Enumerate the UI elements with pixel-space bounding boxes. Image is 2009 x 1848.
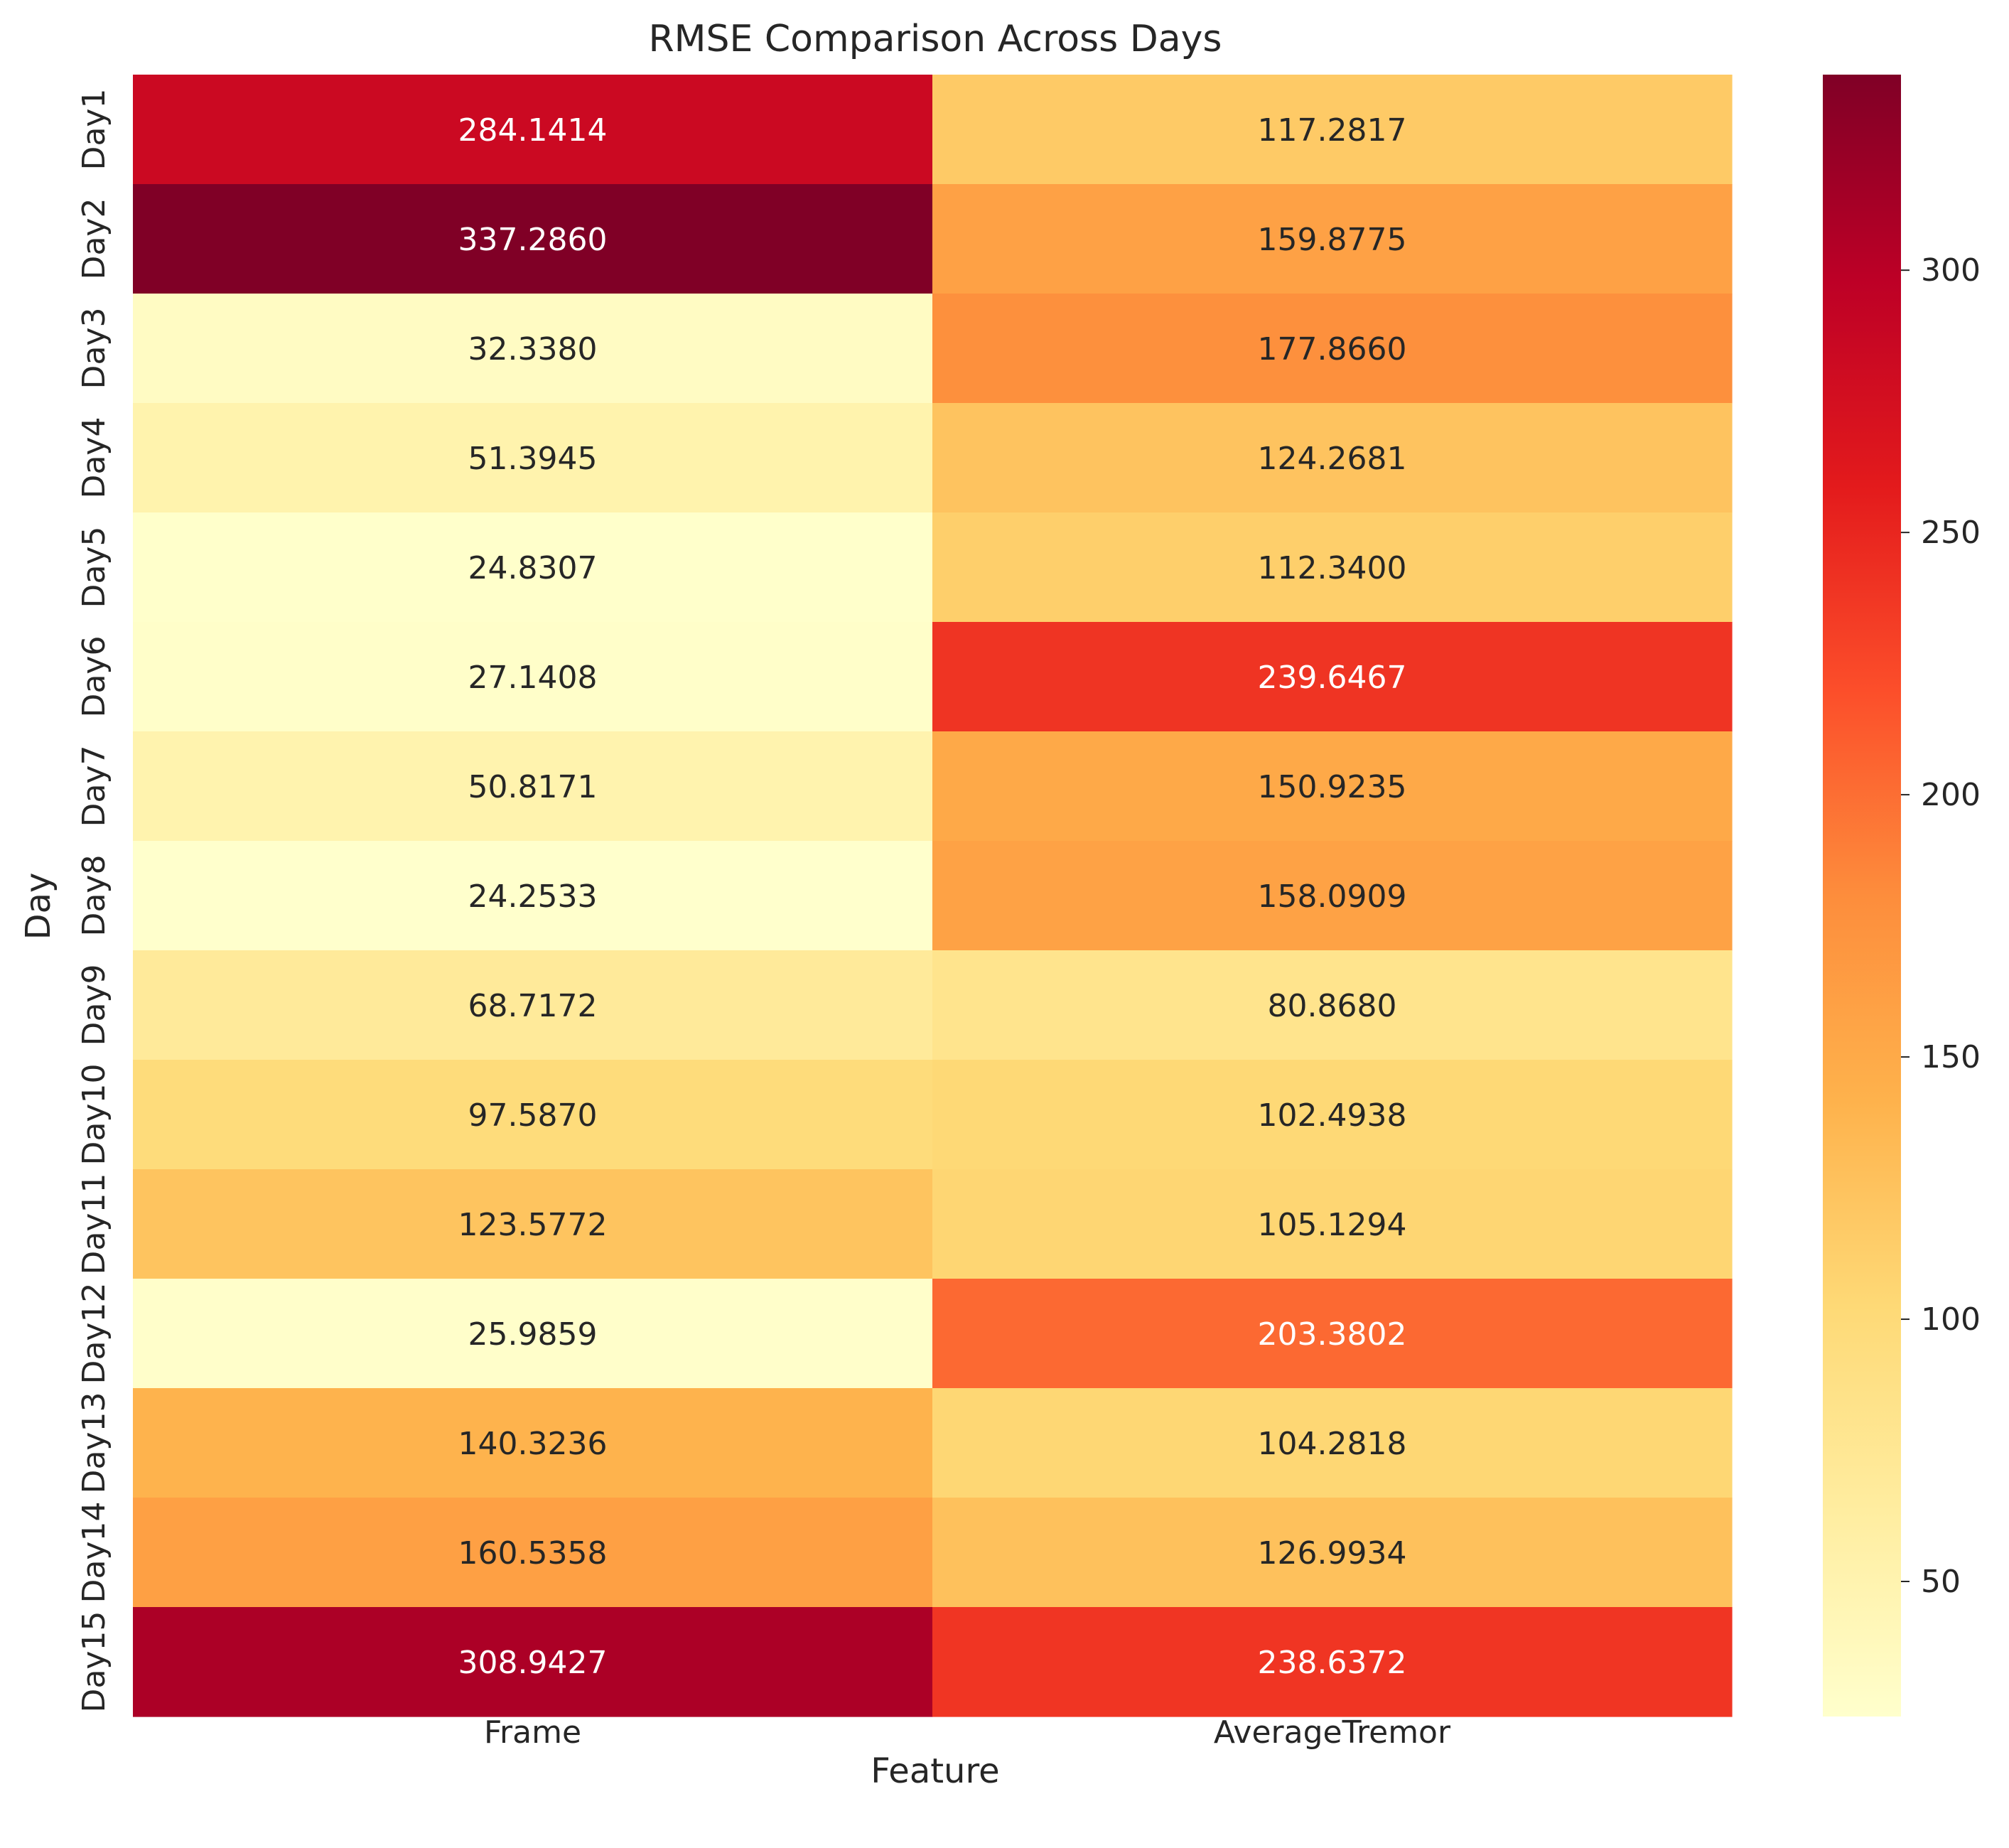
heatmap-cell-day10-averagetremor <box>932 1060 1733 1170</box>
cell-value-label: 177.8660 <box>1258 331 1407 367</box>
y-tick-label: Day2 <box>76 198 112 280</box>
heatmap-cell-day1-frame <box>133 75 933 185</box>
heatmap-cell-day9-averagetremor <box>932 950 1733 1060</box>
heatmap-cell-day14-frame <box>133 1498 933 1608</box>
y-tick-label: Day14 <box>76 1502 112 1603</box>
colorbar-tick-label: 200 <box>1921 777 1981 813</box>
cell-value-label: 238.6372 <box>1258 1645 1407 1681</box>
heatmap-cell-day1-averagetremor <box>932 75 1733 185</box>
heatmap-cell-day4-frame <box>133 403 933 513</box>
y-tick-label: Day11 <box>76 1173 112 1275</box>
cell-value-label: 117.2817 <box>1258 112 1407 149</box>
cell-value-label: 24.8307 <box>468 550 598 586</box>
y-tick-label: Day6 <box>76 636 112 718</box>
cell-value-label: 97.5870 <box>468 1097 598 1134</box>
heatmap-cell-day10-frame <box>133 1060 933 1170</box>
heatmap-cell-day12-frame <box>133 1279 933 1389</box>
y-axis-label: Day <box>18 873 58 940</box>
cell-value-label: 150.9235 <box>1258 769 1407 805</box>
heatmap-cell-day11-averagetremor <box>932 1169 1733 1279</box>
y-tick-label: Day5 <box>76 527 112 608</box>
cell-value-label: 32.3380 <box>468 331 598 367</box>
colorbar-tick-label: 150 <box>1921 1039 1981 1075</box>
y-tick-label: Day15 <box>76 1611 112 1713</box>
y-tick-label: Day8 <box>76 855 112 937</box>
heatmap-cell-day13-frame <box>133 1388 933 1498</box>
y-tick-label: Day7 <box>76 746 112 827</box>
cell-value-label: 27.1408 <box>468 660 598 696</box>
heatmap-cell-day7-frame <box>133 731 933 842</box>
cell-value-label: 51.3945 <box>468 441 598 477</box>
heatmap-cells <box>133 75 1733 1717</box>
chart-title: RMSE Comparison Across Days <box>648 18 1222 60</box>
x-tick-label: AverageTremor <box>1214 1714 1451 1751</box>
heatmap-cell-day4-averagetremor <box>932 403 1733 513</box>
heatmap-cell-day2-frame <box>133 184 933 294</box>
y-tick-label: Day12 <box>76 1283 112 1385</box>
heatmap-cell-day2-averagetremor <box>932 184 1733 294</box>
colorbar-tick-label: 50 <box>1921 1564 1961 1600</box>
colorbar-tick-label: 300 <box>1921 252 1981 289</box>
colorbar-ticks: 50 100 150 200 250 300 <box>1901 252 1981 1600</box>
x-axis-label: Feature <box>871 1751 999 1791</box>
y-tick-labels: Day1 Day2 Day3 Day4 Day5 Day6 Day7 Day8 Day9 Day1… <box>76 89 112 1713</box>
cell-value-label: 50.8171 <box>468 769 598 805</box>
y-tick-label: Day4 <box>76 417 112 499</box>
cell-value-label: 159.8775 <box>1258 222 1407 258</box>
y-tick-label: Day13 <box>76 1392 112 1494</box>
cell-value-labels: 284.1414 117.2817 337.2860 159.8775 32.3380 1… <box>458 112 1407 1681</box>
heatmap-cell-day3-frame <box>133 294 933 404</box>
heatmap-cell-day8-frame <box>133 841 933 951</box>
cell-value-label: 68.7172 <box>468 988 598 1024</box>
y-tick-label: Day1 <box>76 89 112 171</box>
heatmap-cell-day11-frame <box>133 1169 933 1279</box>
cell-value-label: 140.3236 <box>458 1426 608 1462</box>
cell-value-label: 123.5772 <box>458 1207 608 1243</box>
cell-value-label: 308.9427 <box>458 1645 608 1681</box>
heatmap-cell-day6-averagetremor <box>932 622 1733 732</box>
heatmap-cell-day12-averagetremor <box>932 1279 1733 1389</box>
x-tick-labels: Frame AverageTremor <box>484 1714 1451 1751</box>
heatmap-cell-day3-averagetremor <box>932 294 1733 404</box>
heatmap-cell-day7-averagetremor <box>932 731 1733 842</box>
colorbar-tick-label: 250 <box>1921 515 1981 551</box>
y-tick-label: Day10 <box>76 1064 112 1166</box>
y-tick-label: Day3 <box>76 308 112 390</box>
cell-value-label: 124.2681 <box>1258 441 1407 477</box>
heatmap-cell-day5-frame <box>133 512 933 623</box>
heatmap-cell-day8-averagetremor <box>932 841 1733 951</box>
cell-value-label: 102.4938 <box>1258 1097 1407 1134</box>
cell-value-label: 112.3400 <box>1258 550 1407 586</box>
y-tick-label: Day9 <box>76 965 112 1046</box>
cell-value-label: 337.2860 <box>458 222 608 258</box>
x-tick-label: Frame <box>484 1714 581 1751</box>
cell-value-label: 25.9859 <box>468 1316 598 1353</box>
cell-value-label: 239.6467 <box>1258 660 1407 696</box>
heatmap-cell-day14-averagetremor <box>932 1498 1733 1608</box>
cell-value-label: 158.0909 <box>1258 879 1407 915</box>
heatmap-cell-day15-frame <box>133 1607 933 1717</box>
heatmap-cell-day6-frame <box>133 622 933 732</box>
heatmap-cell-day9-frame <box>133 950 933 1060</box>
cell-value-label: 80.8680 <box>1268 988 1397 1024</box>
colorbar <box>1823 75 1901 1717</box>
heatmap-cell-day15-averagetremor <box>932 1607 1733 1717</box>
cell-value-label: 104.2818 <box>1258 1426 1407 1462</box>
cell-value-label: 105.1294 <box>1258 1207 1407 1243</box>
cell-value-label: 126.9934 <box>1258 1535 1407 1572</box>
cell-value-label: 24.2533 <box>468 879 598 915</box>
colorbar-tick-label: 100 <box>1921 1301 1981 1338</box>
heatmap-cell-day5-averagetremor <box>932 512 1733 623</box>
cell-value-label: 203.3802 <box>1258 1316 1407 1353</box>
heatmap-cell-day13-averagetremor <box>932 1388 1733 1498</box>
cell-value-label: 160.5358 <box>458 1535 608 1572</box>
cell-value-label: 284.1414 <box>458 112 608 149</box>
